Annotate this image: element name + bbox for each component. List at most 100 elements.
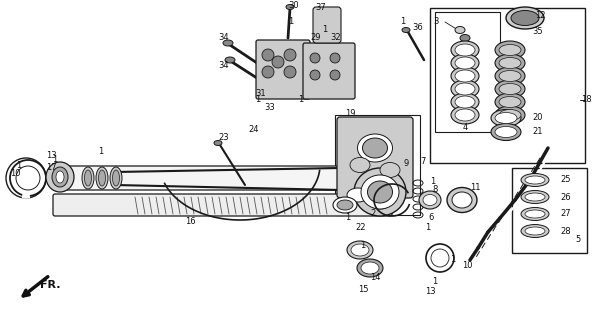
Text: 1: 1 — [98, 148, 103, 156]
Ellipse shape — [357, 259, 383, 277]
Text: 1: 1 — [298, 95, 303, 105]
Text: 1: 1 — [400, 18, 406, 27]
Text: 35: 35 — [532, 28, 543, 36]
Text: 1: 1 — [360, 241, 365, 250]
Ellipse shape — [495, 67, 525, 85]
Bar — [435, 12, 500, 132]
Ellipse shape — [495, 106, 525, 124]
Ellipse shape — [350, 157, 370, 172]
Text: 4: 4 — [463, 124, 468, 132]
Text: 23: 23 — [218, 133, 229, 142]
Text: 1: 1 — [450, 255, 455, 265]
Ellipse shape — [347, 188, 369, 202]
Ellipse shape — [351, 244, 369, 256]
Ellipse shape — [525, 227, 545, 235]
Text: 8: 8 — [432, 186, 437, 195]
Text: 28: 28 — [560, 227, 571, 236]
Ellipse shape — [511, 11, 539, 26]
Ellipse shape — [56, 171, 64, 183]
Text: 34: 34 — [218, 34, 229, 43]
FancyBboxPatch shape — [303, 43, 355, 99]
Text: 26: 26 — [560, 193, 571, 202]
Text: 1: 1 — [16, 161, 21, 170]
FancyBboxPatch shape — [313, 7, 341, 43]
Ellipse shape — [455, 96, 475, 108]
Ellipse shape — [455, 44, 475, 56]
Ellipse shape — [223, 40, 233, 46]
Ellipse shape — [347, 241, 373, 259]
Ellipse shape — [286, 4, 294, 10]
Ellipse shape — [82, 167, 94, 189]
Text: 31: 31 — [255, 89, 265, 98]
Text: 15: 15 — [358, 285, 368, 294]
Ellipse shape — [495, 80, 525, 98]
Ellipse shape — [521, 173, 549, 187]
Text: 16: 16 — [185, 218, 196, 227]
Text: 7: 7 — [420, 157, 425, 166]
Ellipse shape — [521, 207, 549, 220]
Text: 18: 18 — [581, 95, 592, 105]
Ellipse shape — [380, 163, 400, 178]
Text: 3: 3 — [433, 18, 438, 27]
Ellipse shape — [423, 195, 437, 205]
Text: 13: 13 — [46, 150, 57, 159]
Ellipse shape — [98, 170, 105, 186]
Text: 1: 1 — [288, 18, 294, 27]
Text: 12: 12 — [535, 11, 546, 20]
Ellipse shape — [499, 44, 521, 55]
Text: 20: 20 — [532, 113, 543, 122]
Ellipse shape — [447, 188, 477, 212]
Ellipse shape — [46, 162, 74, 192]
Text: 24: 24 — [248, 125, 259, 134]
Circle shape — [284, 49, 296, 61]
Text: 11: 11 — [470, 183, 480, 193]
Text: 5: 5 — [575, 236, 580, 244]
Text: 1: 1 — [430, 178, 435, 187]
Ellipse shape — [495, 126, 517, 138]
Ellipse shape — [451, 93, 479, 111]
Text: 6: 6 — [428, 213, 433, 222]
Text: 30: 30 — [288, 1, 299, 10]
Ellipse shape — [499, 109, 521, 121]
Text: 21: 21 — [532, 126, 543, 135]
Ellipse shape — [525, 176, 545, 184]
Ellipse shape — [491, 109, 521, 126]
Ellipse shape — [521, 190, 549, 204]
Ellipse shape — [495, 113, 517, 124]
Ellipse shape — [495, 41, 525, 59]
Ellipse shape — [96, 167, 108, 189]
Text: 25: 25 — [560, 175, 570, 185]
Circle shape — [284, 66, 296, 78]
Text: FR.: FR. — [40, 280, 60, 290]
Ellipse shape — [506, 7, 544, 29]
Ellipse shape — [451, 80, 479, 98]
Text: 1: 1 — [432, 277, 437, 286]
Text: 1: 1 — [425, 223, 430, 233]
Ellipse shape — [525, 193, 545, 201]
Ellipse shape — [361, 175, 399, 209]
Ellipse shape — [354, 168, 406, 216]
Ellipse shape — [361, 262, 379, 274]
Wedge shape — [23, 178, 29, 198]
FancyBboxPatch shape — [337, 117, 413, 198]
Circle shape — [272, 56, 284, 68]
Circle shape — [262, 49, 274, 61]
Bar — [335, 115, 420, 215]
Text: 37: 37 — [315, 4, 326, 12]
Text: 13: 13 — [425, 287, 435, 297]
Text: 2: 2 — [370, 209, 375, 218]
Circle shape — [262, 66, 274, 78]
Text: 14: 14 — [370, 274, 380, 283]
Ellipse shape — [499, 84, 521, 94]
Text: 22: 22 — [355, 223, 365, 233]
Ellipse shape — [455, 83, 475, 95]
Ellipse shape — [52, 167, 68, 187]
Text: 27: 27 — [560, 210, 571, 219]
Circle shape — [330, 70, 340, 80]
Text: 1: 1 — [322, 26, 327, 35]
Ellipse shape — [451, 54, 479, 72]
Ellipse shape — [460, 35, 470, 42]
Ellipse shape — [368, 181, 392, 203]
Ellipse shape — [110, 167, 122, 189]
Ellipse shape — [491, 124, 521, 140]
